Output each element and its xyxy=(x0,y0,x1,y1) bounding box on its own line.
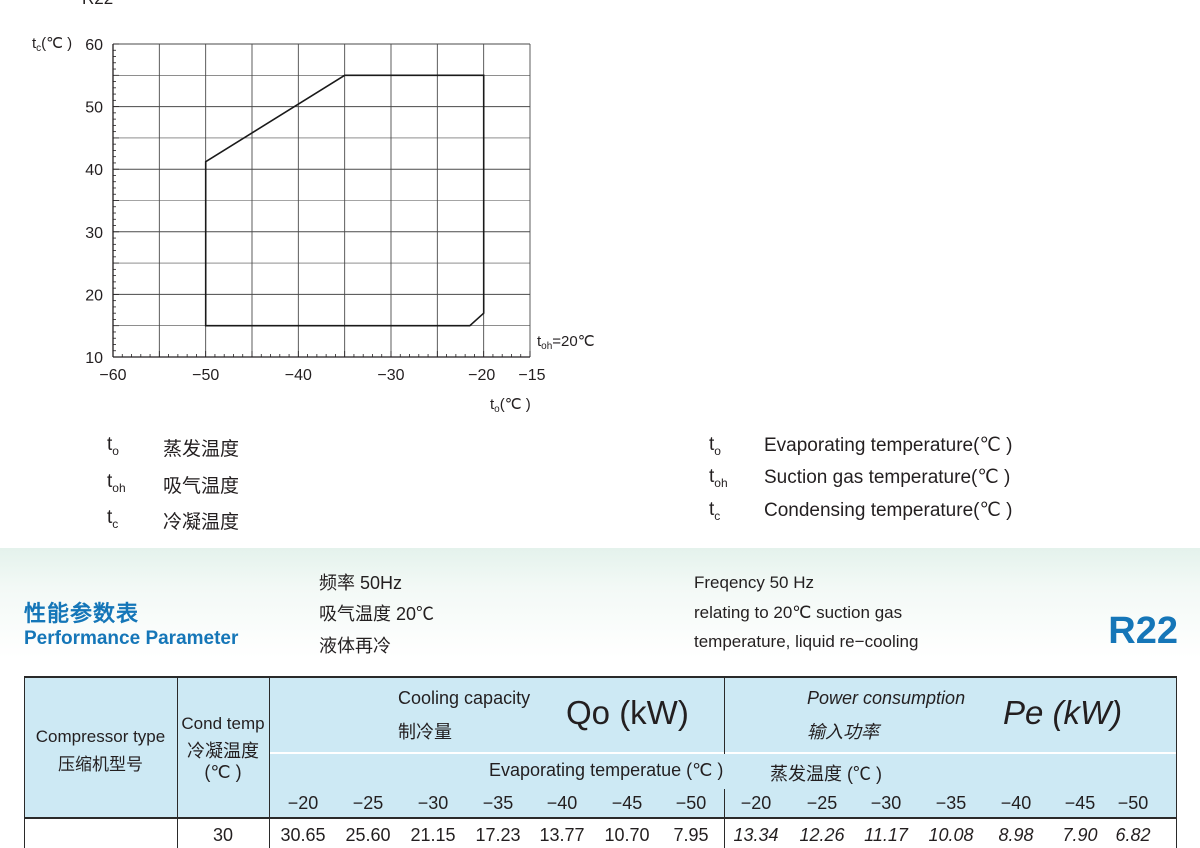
legend-text: 蒸发温度 xyxy=(163,439,240,460)
x-tick-label: −60 xyxy=(99,367,126,384)
header-cond-temp-en: Cond temp xyxy=(181,714,265,733)
header-power-en: Power consumption xyxy=(807,688,966,708)
table-col-divider-2 xyxy=(269,676,270,848)
condition-recooling-cn: 液体再冷 xyxy=(319,636,391,656)
evap-temp-cooling-6: −45 xyxy=(611,793,643,813)
evap-temp-cooling-1: −20 xyxy=(287,793,319,813)
x-tick-label: −20 xyxy=(468,367,495,384)
row-cond-temp: 30 xyxy=(212,825,234,845)
cooling-value-3: 21.15 xyxy=(410,825,456,845)
power-value-5: 8.98 xyxy=(998,825,1034,845)
evap-temp-power-7: −50 xyxy=(1117,793,1149,813)
cooling-value-6: 10.70 xyxy=(604,825,650,845)
y-tick-label: 10 xyxy=(85,350,103,367)
table-border-left xyxy=(24,676,25,848)
y-axis-label: tc(℃ ) xyxy=(32,35,72,54)
x-tick-label: −15 xyxy=(518,367,545,384)
table-border-top xyxy=(24,676,1177,678)
envelope-series-line xyxy=(204,74,485,327)
y-tick-label: 50 xyxy=(85,100,103,117)
evap-temp-cooling-7: −50 xyxy=(675,793,707,813)
y-tick-label: 60 xyxy=(85,37,103,54)
x-tick-label: −30 xyxy=(377,367,404,384)
table-col-divider-1 xyxy=(177,676,178,848)
power-value-3: 11.17 xyxy=(864,825,908,845)
condition-suction-cn: 吸气温度 20℃ xyxy=(319,604,435,624)
legend-symbol: toh xyxy=(709,466,728,490)
table-body-fill xyxy=(24,818,1177,848)
condition-frequency-en: Freqency 50 Hz xyxy=(694,573,814,592)
evap-temp-power-5: −40 xyxy=(1000,793,1032,813)
header-compressor-type-en: Compressor type xyxy=(35,727,166,746)
y-tick-label: 40 xyxy=(85,162,103,179)
legend-symbol: to xyxy=(709,434,721,458)
table-header-fill xyxy=(24,676,1177,818)
performance-table: Compressor type 压缩机型号 Cond temp 冷凝温度 (℃ … xyxy=(24,676,1177,848)
table-header-divider xyxy=(24,817,1177,819)
power-value-2: 12.26 xyxy=(799,825,845,845)
header-evap-en: Evaporating temperatue (℃ ) xyxy=(489,760,724,780)
legend-symbol: tc xyxy=(709,499,721,523)
condition-frequency-cn: 频率 50Hz xyxy=(319,573,403,593)
refrigerant-label: R22 xyxy=(1108,610,1178,652)
operating-envelope-chart: R22 10 20 30 40 50 60 −60 −50 −40 −30 −20 −15 tc(℃ ) t… xyxy=(32,0,595,415)
header-cond-temp-cn: 冷凝温度 xyxy=(187,741,259,761)
table-col-divider-4 xyxy=(724,789,725,848)
x-tick-label: −50 xyxy=(192,367,219,384)
legend-text: Condensing temperature(℃ ) xyxy=(764,500,1013,521)
power-value-4: 10.08 xyxy=(928,825,974,845)
cooling-value-4: 17.23 xyxy=(475,825,521,845)
legend-symbol: tc xyxy=(107,507,119,531)
cooling-value-5: 13.77 xyxy=(539,825,585,845)
evap-temp-cooling-2: −25 xyxy=(352,793,384,813)
table-header-separator xyxy=(270,752,1176,754)
evap-temp-cooling-3: −30 xyxy=(417,793,449,813)
chart-title: R22 xyxy=(82,0,113,8)
cooling-value-2: 25.60 xyxy=(345,825,391,845)
x-axis-label: to(℃ ) xyxy=(490,396,531,415)
header-cond-temp-unit: (℃ ) xyxy=(204,762,242,782)
evap-temp-power-2: −25 xyxy=(806,793,838,813)
evap-temp-cooling-5: −40 xyxy=(546,793,578,813)
table-border-right xyxy=(1176,676,1177,848)
suction-temp-annotation: toh=20℃ xyxy=(537,333,595,352)
power-value-6: 7.90 xyxy=(1062,825,1098,845)
y-tick-label: 30 xyxy=(85,225,103,242)
header-compressor-type-cn: 压缩机型号 xyxy=(58,755,143,774)
evap-temp-power-4: −35 xyxy=(935,793,967,813)
condition-recooling-en: temperature, liquid re−cooling xyxy=(694,632,919,651)
legend-text: Suction gas temperature(℃ ) xyxy=(764,467,1011,488)
header-cooling-symbol: Qo (kW) xyxy=(566,694,689,731)
evap-temp-power-6: −45 xyxy=(1064,793,1096,813)
evap-temp-cooling-4: −35 xyxy=(482,793,514,813)
cooling-value-1: 30.65 xyxy=(280,825,326,845)
header-cooling-en: Cooling capacity xyxy=(398,688,531,708)
cooling-value-7: 7.95 xyxy=(673,825,709,845)
header-power-symbol: Pe (kW) xyxy=(1003,694,1123,731)
legend-text: 吸气温度 xyxy=(163,476,240,497)
y-tick-label: 20 xyxy=(85,287,103,304)
table-col-divider-3 xyxy=(724,676,725,754)
section-title-cn: 性能参数表 xyxy=(24,601,140,626)
legend-text: Evaporating temperature(℃ ) xyxy=(764,435,1013,456)
header-evap-cn: 蒸发温度 (℃ ) xyxy=(770,764,882,784)
power-value-1: 13.34 xyxy=(733,825,779,845)
legend-text: 冷凝温度 xyxy=(163,512,240,533)
condition-suction-en: relating to 20℃ suction gas xyxy=(694,603,903,622)
power-value-7: 6.82 xyxy=(1115,825,1151,845)
header-cooling-cn: 制冷量 xyxy=(398,722,452,742)
x-tick-label: −40 xyxy=(285,367,312,384)
legend-symbol: toh xyxy=(107,471,126,495)
section-title-en: Performance Parameter xyxy=(24,628,239,649)
legend-symbol: to xyxy=(107,434,119,458)
evap-temp-power-1: −20 xyxy=(740,793,772,813)
evap-temp-power-3: −30 xyxy=(870,793,902,813)
header-power-cn: 输入功率 xyxy=(807,722,879,742)
